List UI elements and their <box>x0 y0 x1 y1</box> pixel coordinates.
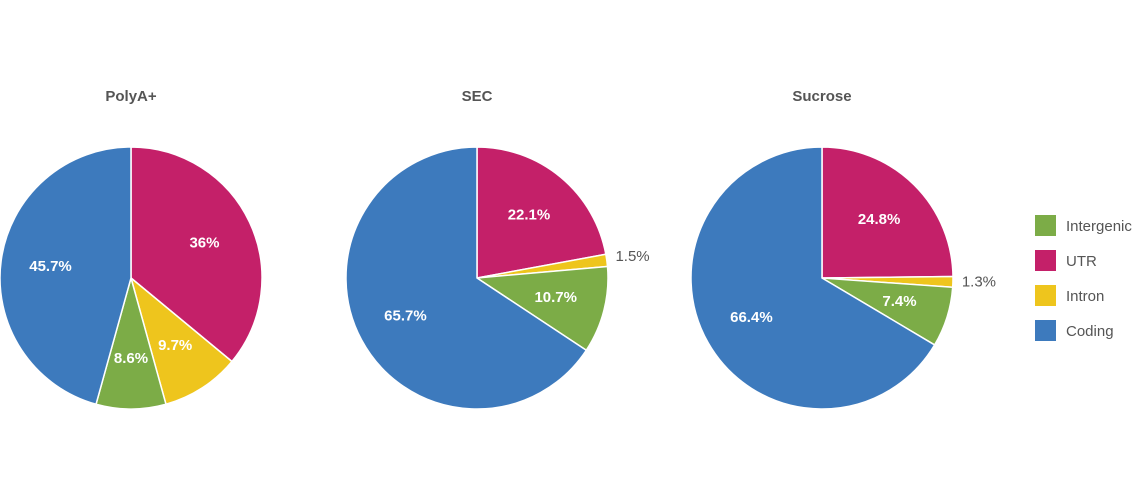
legend-swatch <box>1035 285 1056 306</box>
pie-slice <box>129 275 233 406</box>
data-label: 36% <box>189 234 219 251</box>
pie-slice <box>345 146 588 410</box>
data-label: 1.3% <box>962 274 996 291</box>
data-label: 10.7% <box>534 289 577 306</box>
legend-swatch <box>1035 215 1056 236</box>
pie-slice <box>476 146 607 279</box>
pie-slice <box>130 146 263 363</box>
legend-label: Coding <box>1066 323 1114 340</box>
data-label: 9.7% <box>158 337 192 354</box>
chart-title: Sucrose <box>792 88 851 105</box>
legend-label: UTR <box>1066 253 1097 270</box>
pie-slice <box>821 146 954 279</box>
data-label: 22.1% <box>508 207 551 224</box>
data-label: 8.6% <box>114 350 148 367</box>
chart-title: PolyA+ <box>105 88 157 105</box>
pie-slice <box>690 146 936 410</box>
legend-label: Intron <box>1066 288 1104 305</box>
data-label: 45.7% <box>29 258 72 275</box>
data-label: 66.4% <box>730 309 773 326</box>
legend-swatch <box>1035 320 1056 341</box>
legend-label: Intergenic <box>1066 218 1132 235</box>
pie-slice <box>0 146 132 406</box>
data-label: 24.8% <box>858 211 901 228</box>
data-label: 7.4% <box>882 293 916 310</box>
chart-title: SEC <box>462 88 493 105</box>
data-label: 1.5% <box>615 248 649 265</box>
legend-swatch <box>1035 250 1056 271</box>
data-label: 65.7% <box>384 307 427 324</box>
pie-slice <box>474 265 609 352</box>
